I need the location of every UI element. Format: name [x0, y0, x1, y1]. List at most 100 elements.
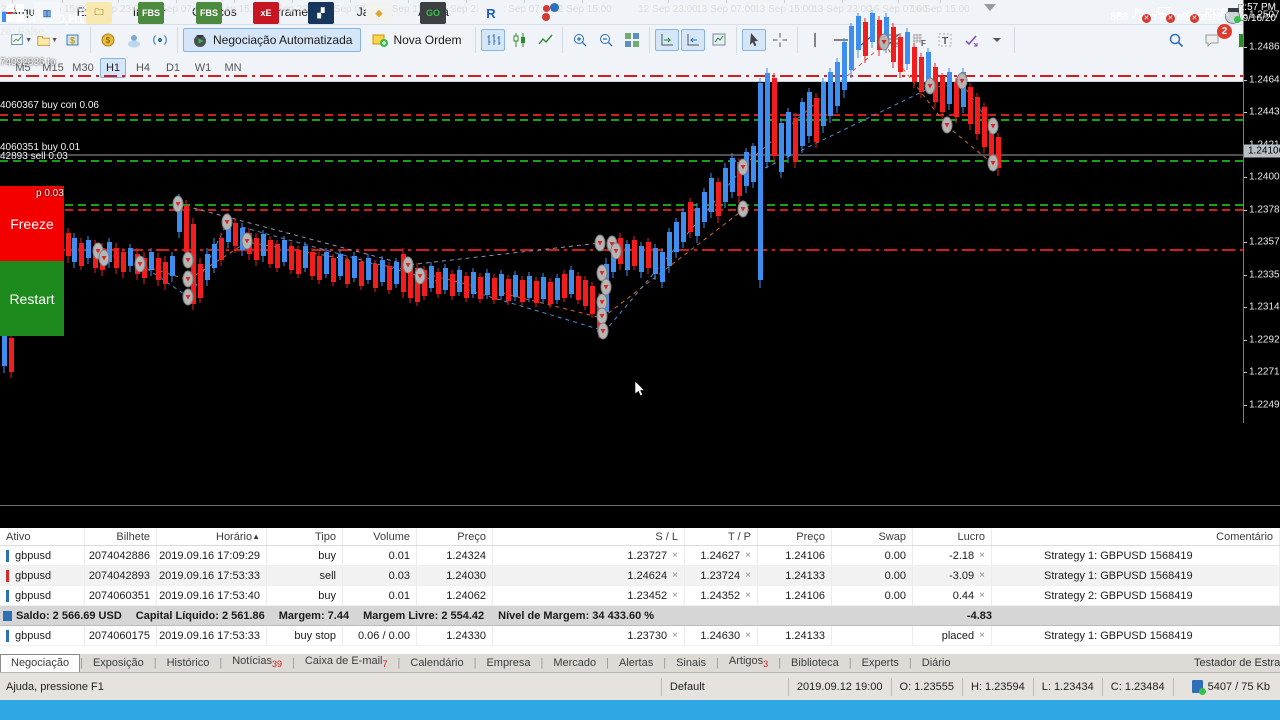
tab-di-rio[interactable]: Diário	[921, 657, 951, 669]
signals-icon[interactable]	[148, 29, 172, 51]
taskbar-app-go[interactable]: GO	[420, 2, 446, 24]
col-header-horrio[interactable]: Horário ▲	[157, 528, 267, 545]
freeze-button[interactable]: Freeze	[0, 186, 64, 261]
tab-exposi--o[interactable]: Exposição	[92, 657, 144, 669]
col-header-lucro[interactable]: Lucro	[913, 528, 992, 545]
taskbar-app-fbs-2[interactable]: FBS	[196, 2, 222, 24]
col-header-preo[interactable]: Preço	[417, 528, 493, 545]
col-header-tp[interactable]: T / P	[685, 528, 758, 545]
close-order-icon[interactable]: ×	[672, 550, 678, 561]
hline-icon[interactable]	[829, 29, 853, 51]
community-icon[interactable]	[122, 29, 146, 51]
close-order-icon[interactable]: ×	[672, 590, 678, 601]
tab-caixa-de-e-mail[interactable]: Caixa de E-mail7	[304, 654, 388, 669]
timeframe-w1[interactable]: W1	[194, 62, 212, 74]
close-order-icon[interactable]: ×	[979, 590, 985, 601]
new-chart-icon[interactable]: ▼	[9, 29, 33, 51]
action-center-icon[interactable]: ⚑ ✕	[1132, 7, 1151, 23]
taskbar-app-fbs-1[interactable]: FBS	[138, 2, 164, 24]
close-order-icon[interactable]: ×	[672, 630, 678, 641]
taskbar-app-xe[interactable]: xE	[253, 2, 279, 24]
timeframe-mn[interactable]: MN	[224, 62, 242, 74]
tab-sinais[interactable]: Sinais	[676, 657, 707, 669]
new-order-button[interactable]: Nova Ordem	[363, 28, 470, 52]
taskbar-app-tradersway[interactable]: ▞	[308, 2, 334, 24]
grid-icon[interactable]: F	[907, 29, 931, 51]
taskbar-app-roboforex[interactable]: R	[478, 2, 504, 24]
chart-area[interactable]: GBPUSD,H1 ze: False 888 - Leo Pereira te…	[0, 0, 1280, 505]
col-header-sl[interactable]: S / L	[493, 528, 685, 545]
tab-not-cias[interactable]: Notícias39	[232, 654, 282, 669]
tray-expand-icon[interactable]: ▲	[1113, 8, 1123, 18]
bar-chart-icon[interactable]	[481, 29, 506, 51]
close-order-icon[interactable]: ×	[672, 570, 678, 581]
tab-calend-rio[interactable]: Calendário	[410, 657, 464, 669]
timeframe-h1[interactable]: H1	[100, 58, 126, 78]
timeframe-h4[interactable]: H4	[135, 62, 151, 74]
taskbar-app-folder[interactable]: 🗀	[86, 2, 112, 24]
cursor-icon[interactable]	[742, 29, 767, 51]
metaeditor-icon[interactable]: $	[61, 29, 85, 51]
volume-icon[interactable]: ✕	[1181, 6, 1199, 23]
tab-empresa[interactable]: Empresa	[486, 657, 531, 669]
tab-negocia--o[interactable]: Negociação	[0, 654, 81, 672]
status-profile[interactable]: Default	[669, 680, 705, 693]
table-row[interactable]: gbpusd 2074060175 2019.09.16 17:53:33 buy s…	[0, 626, 1280, 646]
table-row[interactable]: gbpusd 2074042886 2019.09.16 17:09:29 buy 0.…	[0, 546, 1280, 566]
col-header-volume[interactable]: Volume	[343, 528, 417, 545]
close-order-icon[interactable]: ×	[979, 550, 985, 561]
caret-icon[interactable]	[985, 29, 1009, 51]
tab-artigos[interactable]: Artigos3	[728, 654, 769, 669]
close-order-icon[interactable]: ×	[745, 550, 751, 561]
taskbar-app-metatrader[interactable]: ◆	[366, 2, 392, 24]
timeframe-m15[interactable]: M15	[42, 62, 64, 74]
tab-alertas[interactable]: Alertas	[618, 657, 654, 669]
timeframe-d1[interactable]: D1	[165, 62, 181, 74]
taskbar-app-people[interactable]	[538, 2, 564, 24]
timeframe-m5[interactable]: M5	[15, 62, 31, 74]
tab-biblioteca[interactable]: Biblioteca	[791, 657, 839, 669]
close-order-icon[interactable]: ×	[745, 570, 751, 581]
restart-button[interactable]: Restart	[0, 261, 64, 336]
profiles-icon[interactable]: ▼	[35, 29, 59, 51]
chart-shift-marker[interactable]	[984, 4, 996, 11]
col-header-ativo[interactable]: Ativo	[0, 528, 85, 545]
col-header-tipo[interactable]: Tipo	[267, 528, 343, 545]
tray-language[interactable]: POR	[1204, 7, 1229, 19]
close-order-icon[interactable]: ×	[979, 570, 985, 581]
auto-trading-button[interactable]: Negociação Automatizada	[183, 28, 362, 52]
close-order-icon[interactable]: ×	[979, 630, 985, 641]
close-order-icon[interactable]: ×	[745, 590, 751, 601]
auto-scroll-icon[interactable]	[655, 29, 680, 51]
chat-icon[interactable]: 2	[1200, 24, 1232, 51]
col-header-comentrio[interactable]: Comentário	[992, 528, 1280, 545]
timeframe-m30[interactable]: M30	[72, 62, 94, 74]
tray-clock[interactable]: 2:57 PM 9/16/20	[1238, 2, 1276, 24]
taskbar-app-library[interactable]: ▥	[34, 2, 60, 24]
network-icon[interactable]: ✕	[1157, 6, 1175, 23]
zoom-out-icon[interactable]	[594, 29, 618, 51]
tab-mercado[interactable]: Mercado	[553, 657, 597, 669]
crosshair-icon[interactable]	[768, 29, 792, 51]
zoom-in-icon[interactable]	[568, 29, 592, 51]
col-header-swap[interactable]: Swap	[832, 528, 913, 545]
tile-windows-icon[interactable]	[620, 29, 644, 51]
text-icon[interactable]: T	[933, 29, 957, 51]
col-header-bilhete[interactable]: Bilhete	[85, 528, 157, 545]
chart-shift-icon[interactable]	[681, 29, 706, 51]
tab-experts[interactable]: Experts	[861, 657, 899, 669]
candlestick-icon[interactable]	[507, 29, 531, 51]
coin-icon[interactable]: $	[96, 29, 120, 51]
terminal-header-row[interactable]: Ativo Bilhete Horário ▲ Tipo Volume Preço S / …	[0, 528, 1280, 546]
start-button[interactable]	[2, 2, 28, 24]
search-icon[interactable]	[1164, 29, 1188, 51]
tab-hist-rico[interactable]: Histórico	[166, 657, 210, 669]
vline-icon[interactable]	[803, 29, 827, 51]
templates-icon[interactable]	[707, 29, 731, 51]
table-row[interactable]: gbpusd 2074060351 2019.09.16 17:53:40 buy 0.…	[0, 586, 1280, 606]
table-row[interactable]: gbpusd 2074042893 2019.09.16 17:53:33 sell 0…	[0, 566, 1280, 586]
arrows-icon[interactable]	[959, 29, 983, 51]
close-order-icon[interactable]: ×	[745, 630, 751, 641]
col-header-preo[interactable]: Preço	[758, 528, 832, 545]
line-chart-icon[interactable]	[533, 29, 557, 51]
